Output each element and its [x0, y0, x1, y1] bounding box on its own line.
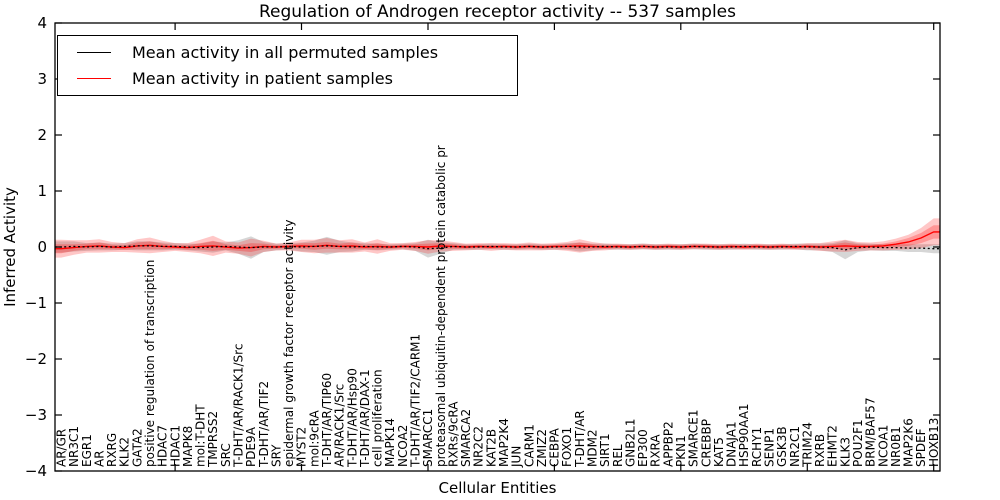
x-tick-label: TRIM24: [801, 422, 815, 468]
x-tick-label: EGR1: [80, 434, 94, 467]
x-tick-label: MAPK8: [181, 426, 195, 467]
x-axis-label: Cellular Entities: [438, 479, 557, 497]
x-tick-label: SMARCE1: [687, 409, 701, 467]
x-tick-label: EHMT2: [826, 425, 840, 467]
x-tick-label: HDAC7: [156, 425, 170, 467]
x-tick-label: TMPRSS2: [206, 411, 220, 468]
y-tick-label: 1: [37, 182, 47, 200]
y-tick-label: 2: [37, 126, 47, 144]
x-tick-label: EP300: [636, 429, 650, 467]
y-tick-label: −4: [25, 462, 47, 480]
legend-label-patient: Mean activity in patient samples: [132, 68, 393, 88]
x-tick-label: JUN: [510, 446, 524, 468]
x-tick-label: proteasomal ubiquitin-dependent protein …: [434, 145, 448, 467]
x-tick-label: SMARCC1: [421, 409, 435, 467]
x-tick-label: GATA2: [130, 428, 144, 467]
x-tick-label: GNB2L1: [624, 419, 638, 467]
x-tick-label: AR: [93, 450, 107, 467]
x-tick-label: T-DHT/AR/RACK1/Src: [232, 344, 246, 468]
x-tick-label: ZMIZ2: [535, 429, 549, 467]
x-tick-label: MAP2K4: [497, 418, 511, 467]
x-tick-label: NR3C1: [67, 426, 81, 467]
x-tick-label: T-DHT/AR/TIF2/CARM1: [409, 334, 423, 468]
legend-label-permuted: Mean activity in all permuted samples: [132, 43, 439, 63]
x-tick-label: epidermal growth factor receptor activit…: [282, 220, 296, 467]
legend-item-patient: Mean activity in patient samples: [58, 69, 517, 88]
legend-item-permuted: Mean activity in all permuted samples: [58, 43, 517, 62]
x-tick-label: KAT5: [712, 437, 726, 467]
chart-title: Regulation of Androgen receptor activity…: [259, 2, 736, 22]
legend: Mean activity in all permuted samples Me…: [57, 35, 518, 96]
x-tick-label: MAP2K6: [902, 418, 916, 467]
x-tick-label: T-DHT/AR/TIP60: [320, 373, 334, 468]
x-tick-label: FOXO1: [560, 427, 574, 467]
x-tick-label: HDAC1: [168, 425, 182, 467]
x-tick-label: SPDEF: [914, 428, 928, 467]
x-tick-label: MYST2: [295, 427, 309, 467]
x-tick-label: RXRs/9cRA: [446, 401, 460, 467]
x-tick-label: PDE9A: [244, 426, 258, 467]
x-tick-label: mol:9cRA: [307, 410, 321, 467]
y-tick-label: −1: [25, 294, 47, 312]
x-tick-label: HSP90AA1: [737, 403, 751, 467]
x-tick-label: NCOA2: [396, 425, 410, 467]
y-axis-label: Inferred Activity: [1, 187, 19, 307]
x-tick-label: DNAJA1: [725, 421, 739, 467]
x-tick-label: KLK3: [838, 437, 852, 467]
x-tick-label: SRC: [219, 443, 233, 467]
permuted-mean-line: [55, 245, 940, 251]
x-tick-label: MDM2: [586, 429, 600, 467]
x-tick-label: MAPK14: [383, 418, 397, 467]
x-tick-label: KAT2B: [484, 429, 498, 467]
x-tick-label: REL: [611, 444, 625, 467]
y-tick-label: −3: [25, 406, 47, 424]
y-tick-label: 3: [37, 70, 47, 88]
x-tick-label: NR0B1: [889, 426, 903, 467]
x-tick-label: CARM1: [522, 424, 536, 467]
x-tick-label: RXRG: [105, 433, 119, 467]
x-tick-label: RCHY1: [750, 427, 764, 467]
x-tick-label: BRM/BAF57: [864, 397, 878, 467]
x-tick-label: SMARCA2: [459, 409, 473, 467]
x-tick-label: NCOA1: [876, 425, 890, 467]
x-tick-label: T-DHT/AR/DAX-1: [358, 369, 372, 468]
band-patient-sample-spread-outer: [55, 218, 940, 258]
x-tick-label: positive regulation of transcription: [143, 260, 157, 467]
x-tick-label: SENP1: [763, 428, 777, 467]
x-tick-label: PKN1: [674, 435, 688, 467]
x-tick-label: APPBP2: [661, 421, 675, 467]
y-tick-label: 4: [37, 14, 47, 32]
x-tick-label: AR/RACK1/Src: [333, 384, 347, 467]
x-tick-label: RXRB: [813, 434, 827, 467]
x-tick-label: SRY: [269, 444, 283, 467]
x-tick-label: CREBBP: [699, 419, 713, 467]
x-tick-label: mol:T-DHT: [194, 404, 208, 467]
x-tick-label: AR/GR: [55, 429, 69, 467]
x-tick-label: T-DHT/AR: [573, 410, 587, 468]
x-tick-label: cell proliferation: [371, 369, 385, 467]
band-patient-sample-spread-inner: [55, 225, 940, 254]
x-tick-label: KLK2: [118, 437, 132, 467]
legend-line-patient-icon: [77, 77, 111, 79]
x-tick-label: T-DHT/AR/Hsp90: [345, 368, 359, 468]
band-permuted-sample-spread: [55, 236, 940, 260]
x-tick-label: NR2C2: [472, 426, 486, 467]
y-tick-label: 0: [37, 238, 47, 256]
x-tick-label: SIRT1: [598, 433, 612, 467]
x-tick-label: NR2C1: [788, 426, 802, 467]
x-tick-label: POU2F1: [851, 419, 865, 467]
x-tick-label: RXRA: [649, 434, 663, 467]
x-tick-label: HOXB13: [927, 418, 941, 467]
x-tick-label: CEBPA: [548, 427, 562, 467]
y-tick-label: −2: [25, 350, 47, 368]
legend-line-permuted-icon: [77, 52, 111, 54]
x-tick-label: GSK3B: [775, 426, 789, 467]
x-tick-label: T-DHT/AR/TIF2: [257, 381, 271, 468]
